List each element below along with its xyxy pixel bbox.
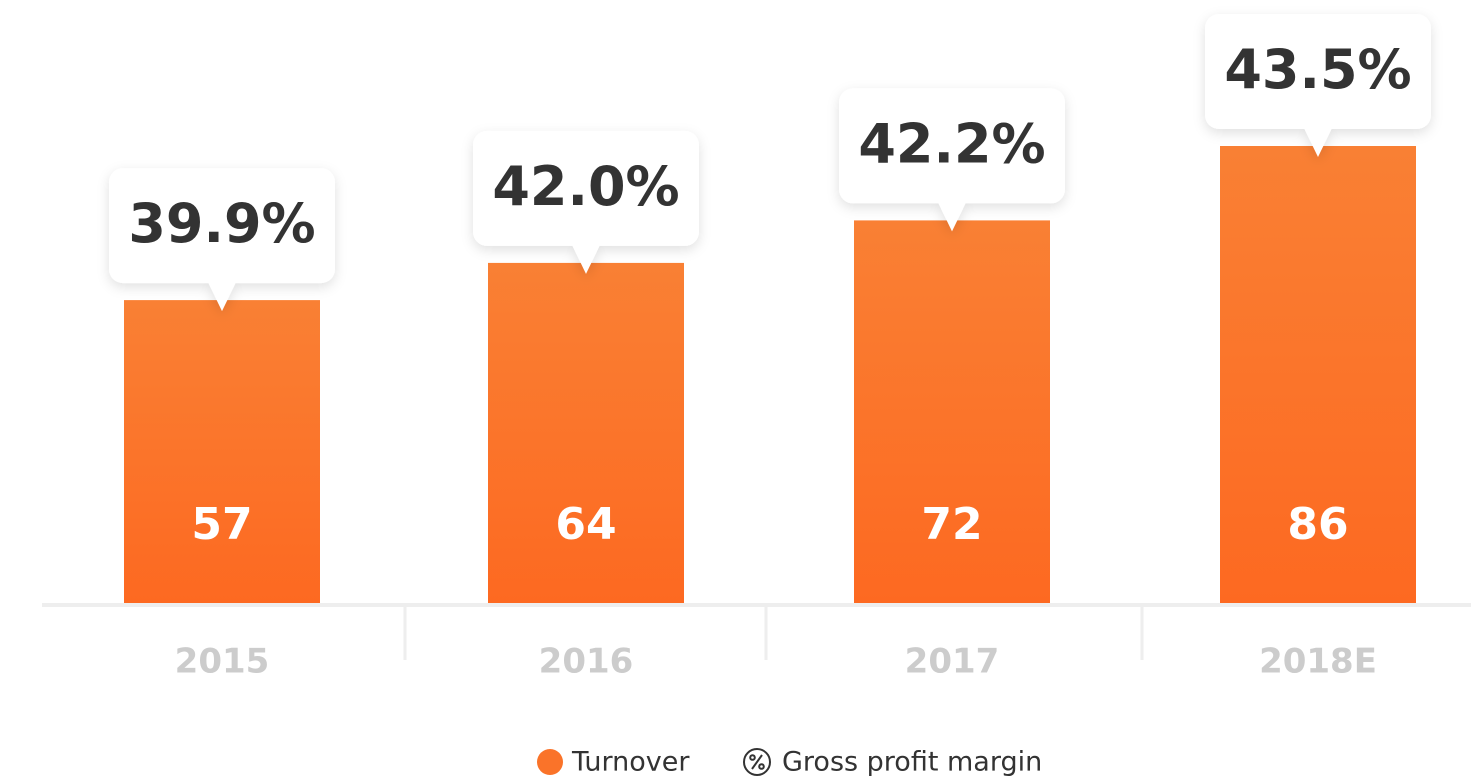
callout-label: 42.0% xyxy=(492,155,679,218)
bar xyxy=(124,300,320,603)
callout-pointer xyxy=(938,202,966,232)
callout-box xyxy=(109,168,335,284)
legend: Turnover Gross profit margin xyxy=(537,747,1042,778)
callout-box xyxy=(839,88,1065,204)
x-tick-label: 2015 xyxy=(175,642,270,682)
bar-value-label: 72 xyxy=(921,499,982,550)
plot: 57 39.9% 2015 64 42.0% 2016 72 42.2% 2017 86 43.5%… xyxy=(109,14,1431,682)
x-tick-label: 2017 xyxy=(905,642,1000,682)
callout-pointer xyxy=(1304,128,1332,157)
bar xyxy=(854,220,1050,603)
bar-value-label: 64 xyxy=(555,499,616,550)
legend-icon xyxy=(743,748,771,776)
callout-box xyxy=(1205,14,1431,129)
bar xyxy=(488,262,684,603)
bar xyxy=(1220,146,1416,603)
legend-label: Gross profit margin xyxy=(782,747,1042,778)
callout-pointer xyxy=(208,282,236,312)
x-tick-label: 2016 xyxy=(539,642,634,682)
callout xyxy=(1205,14,1431,157)
callout xyxy=(839,88,1065,232)
legend-label: Turnover xyxy=(571,747,690,778)
callout xyxy=(473,130,699,274)
callout-label: 42.2% xyxy=(858,113,1045,176)
callout xyxy=(109,168,335,312)
callout-label: 39.9% xyxy=(128,192,315,255)
callout-label: 43.5% xyxy=(1224,38,1411,101)
callout-pointer xyxy=(572,244,600,274)
callout-box xyxy=(473,130,699,246)
legend-swatch xyxy=(537,749,563,775)
x-tick-label: 2018E xyxy=(1259,642,1377,682)
bar-value-label: 86 xyxy=(1287,499,1348,550)
bar-value-label: 57 xyxy=(191,499,252,550)
